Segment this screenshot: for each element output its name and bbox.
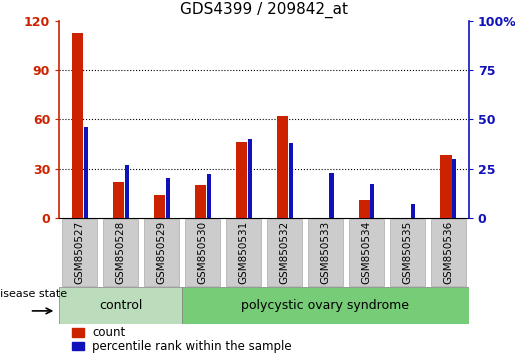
Bar bbox=[330, 172, 334, 218]
Bar bbox=[154, 195, 165, 218]
Text: polycystic ovary syndrome: polycystic ovary syndrome bbox=[242, 299, 409, 312]
FancyBboxPatch shape bbox=[185, 219, 220, 286]
Text: GSM850536: GSM850536 bbox=[443, 221, 453, 284]
Text: GSM850535: GSM850535 bbox=[402, 221, 412, 284]
Bar bbox=[452, 159, 456, 218]
Text: control: control bbox=[99, 299, 142, 312]
FancyBboxPatch shape bbox=[308, 219, 343, 286]
Text: GSM850529: GSM850529 bbox=[157, 221, 166, 284]
Text: GSM850528: GSM850528 bbox=[116, 221, 126, 284]
Bar bbox=[195, 185, 206, 218]
Text: GSM850534: GSM850534 bbox=[362, 221, 371, 284]
Title: GDS4399 / 209842_at: GDS4399 / 209842_at bbox=[180, 2, 348, 18]
FancyBboxPatch shape bbox=[267, 219, 302, 286]
FancyBboxPatch shape bbox=[431, 219, 466, 286]
Bar bbox=[440, 155, 452, 218]
Bar bbox=[72, 342, 84, 350]
Bar bbox=[236, 142, 247, 218]
FancyBboxPatch shape bbox=[390, 219, 425, 286]
Bar bbox=[166, 178, 170, 218]
Bar bbox=[113, 182, 124, 218]
FancyBboxPatch shape bbox=[103, 219, 138, 286]
Text: GSM850533: GSM850533 bbox=[320, 221, 330, 284]
Text: GSM850531: GSM850531 bbox=[238, 221, 248, 284]
Bar bbox=[248, 139, 252, 218]
Bar bbox=[182, 287, 469, 324]
Bar bbox=[411, 204, 416, 218]
Text: disease state: disease state bbox=[0, 289, 66, 299]
Bar bbox=[59, 287, 182, 324]
Bar bbox=[72, 33, 83, 218]
Bar bbox=[277, 116, 288, 218]
Bar bbox=[207, 175, 211, 218]
Bar bbox=[358, 200, 370, 218]
Bar bbox=[288, 143, 293, 218]
Text: count: count bbox=[92, 326, 125, 339]
FancyBboxPatch shape bbox=[226, 219, 261, 286]
Bar bbox=[125, 165, 129, 218]
Text: GSM850532: GSM850532 bbox=[280, 221, 289, 284]
Text: GSM850530: GSM850530 bbox=[198, 221, 208, 284]
Text: GSM850527: GSM850527 bbox=[75, 221, 84, 284]
Bar bbox=[370, 184, 374, 218]
Bar bbox=[72, 328, 84, 337]
Text: percentile rank within the sample: percentile rank within the sample bbox=[92, 340, 291, 353]
FancyBboxPatch shape bbox=[62, 219, 97, 286]
FancyBboxPatch shape bbox=[349, 219, 384, 286]
FancyBboxPatch shape bbox=[144, 219, 179, 286]
Bar bbox=[84, 127, 88, 218]
